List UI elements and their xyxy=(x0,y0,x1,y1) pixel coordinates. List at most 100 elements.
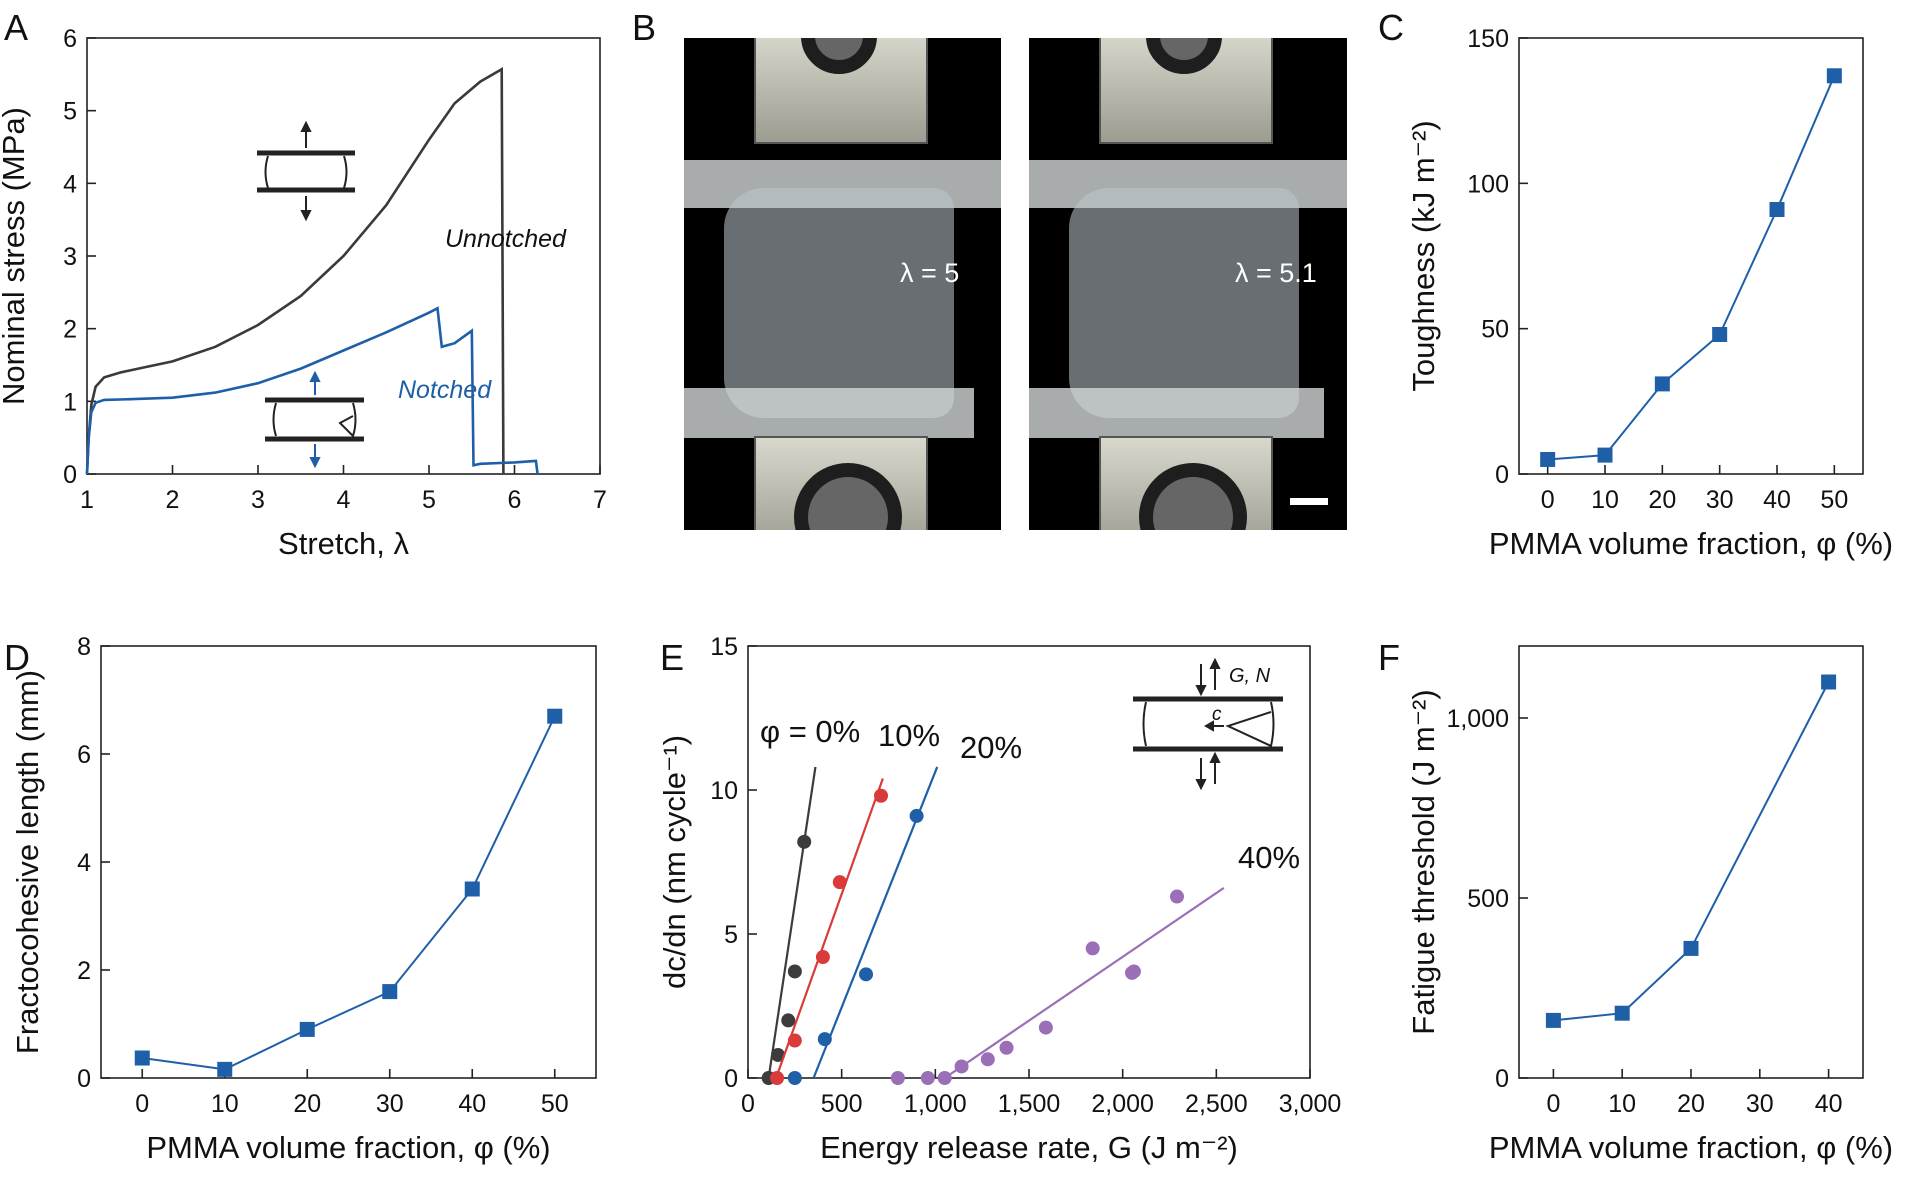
x-tick-label: 50 xyxy=(1820,486,1848,514)
inset-label-c: c xyxy=(1212,704,1222,725)
chart-e-crack-growth: 0 500 1,000 1,500 2,000 2,500 3,000 0 5 10 15 Energ… xyxy=(657,633,1341,1165)
data-point xyxy=(980,1052,995,1067)
x-tick-label: 10 xyxy=(1608,1090,1636,1118)
y-axis-label: dc/dn (nm cycle⁻¹) xyxy=(657,735,692,989)
x-tick-label: 5 xyxy=(422,486,436,514)
y-tick-label: 500 xyxy=(1467,885,1509,913)
data-point-marker xyxy=(1545,1012,1561,1028)
data-point-marker xyxy=(1654,376,1670,392)
chart-d-fractocohesive-length: 0 10 20 30 40 50 0 2 4 6 8 PMMA volume fraction, φ … xyxy=(10,633,597,1165)
series-line xyxy=(1547,75,1836,461)
data-point xyxy=(920,1071,935,1085)
fatigue-specimen-icon xyxy=(1133,657,1283,791)
x-tick-label: 4 xyxy=(337,486,351,514)
y-tick-label: 150 xyxy=(1467,25,1509,53)
x-tick-label: 0 xyxy=(1546,1090,1560,1118)
data-point xyxy=(890,1071,905,1085)
inset-label-g-n: G, N xyxy=(1229,665,1271,687)
x-tick-label: 1,500 xyxy=(998,1090,1061,1118)
x-tick-label: 0 xyxy=(135,1090,149,1118)
x-tick-label: 20 xyxy=(1677,1090,1705,1118)
data-point-marker xyxy=(1614,1005,1630,1021)
panel-letter-b: B xyxy=(632,7,656,48)
x-tick-label: 40 xyxy=(458,1090,486,1118)
y-tick-label: 10 xyxy=(710,777,738,805)
y-tick-label: 3 xyxy=(63,243,77,271)
x-tick-label: 6 xyxy=(508,486,522,514)
data-point-marker xyxy=(1712,326,1728,342)
x-tick-label: 1 xyxy=(80,486,94,514)
data-point xyxy=(797,834,812,849)
series-label: 10% xyxy=(878,718,940,753)
x-tick-label: 0 xyxy=(741,1090,755,1118)
y-tick-label: 15 xyxy=(710,633,738,661)
y-tick-label: 0 xyxy=(63,461,77,489)
x-tick-label: 50 xyxy=(541,1090,569,1118)
x-tick-label: 30 xyxy=(1746,1090,1774,1118)
x-tick-label: 500 xyxy=(821,1090,863,1118)
x-axis-label: PMMA volume fraction, φ (%) xyxy=(1489,1130,1893,1165)
x-axis-label: PMMA volume fraction, φ (%) xyxy=(146,1130,550,1165)
y-tick-label: 100 xyxy=(1467,170,1509,198)
plot-frame xyxy=(100,645,597,1079)
data-point xyxy=(909,808,924,823)
panel-letter-a: A xyxy=(4,7,28,48)
notched-specimen-icon xyxy=(265,370,364,469)
x-tick-label: 40 xyxy=(1815,1090,1843,1118)
y-tick-label: 1 xyxy=(63,388,77,416)
data-point-marker xyxy=(1540,451,1556,467)
data-point xyxy=(1085,941,1100,956)
data-point-marker xyxy=(1597,447,1613,463)
x-tick-label: 10 xyxy=(211,1090,239,1118)
data-point-marker xyxy=(134,1050,150,1066)
x-tick-label: 2,000 xyxy=(1091,1090,1154,1118)
x-tick-label: 20 xyxy=(1648,486,1676,514)
series-label: 20% xyxy=(960,730,1022,765)
annotation-unnotched: Unnotched xyxy=(445,225,567,253)
series-line xyxy=(1553,681,1830,1022)
x-tick-label: 2 xyxy=(166,486,180,514)
chart-c-toughness: 0 10 20 30 40 50 0 50 100 150 PMMA volume fraction… xyxy=(1406,25,1893,561)
x-tick-label: 30 xyxy=(1706,486,1734,514)
y-axis-label: Fractocohesive length (mm) xyxy=(10,670,45,1054)
y-tick-label: 0 xyxy=(77,1065,91,1093)
data-point xyxy=(787,1033,802,1048)
scale-bar xyxy=(1290,498,1328,505)
data-point xyxy=(781,1013,796,1028)
y-tick-label: 4 xyxy=(63,170,77,198)
data-point-marker xyxy=(217,1061,233,1077)
panel-letter-d: D xyxy=(4,637,30,678)
data-point xyxy=(832,875,847,890)
y-tick-label: 2 xyxy=(77,957,91,985)
plot-frame xyxy=(1518,645,1864,1079)
fit-line xyxy=(767,766,817,1079)
series-curve-notched xyxy=(85,306,539,475)
y-tick-label: 0 xyxy=(1495,1065,1509,1093)
y-tick-label: 4 xyxy=(77,849,91,877)
x-tick-label: 20 xyxy=(293,1090,321,1118)
x-axis-label: Stretch, λ xyxy=(278,526,409,561)
photo-stretch-5: λ = 5 xyxy=(684,38,1001,530)
y-tick-label: 0 xyxy=(1495,461,1509,489)
y-tick-label: 0 xyxy=(724,1065,738,1093)
x-tick-label: 3,000 xyxy=(1279,1090,1342,1118)
chart-f-fatigue-threshold: 0 10 20 30 40 0 500 1,000 PMMA volume fraction, … xyxy=(1406,645,1893,1165)
data-point xyxy=(787,964,802,979)
x-tick-label: 40 xyxy=(1763,486,1791,514)
plot-frame xyxy=(1518,37,1864,475)
x-tick-label: 1,000 xyxy=(904,1090,967,1118)
data-point xyxy=(1038,1020,1053,1035)
x-axis-label: Energy release rate, G (J m⁻²) xyxy=(820,1130,1238,1165)
y-tick-label: 1,000 xyxy=(1446,705,1509,733)
annotation-notched: Notched xyxy=(398,376,492,404)
x-tick-label: 0 xyxy=(1541,486,1555,514)
y-tick-label: 5 xyxy=(724,921,738,949)
unnotched-specimen-icon xyxy=(257,120,355,222)
y-tick-label: 50 xyxy=(1481,316,1509,344)
data-point xyxy=(1169,889,1184,904)
y-tick-label: 2 xyxy=(63,316,77,344)
data-point-marker xyxy=(547,708,563,724)
data-point xyxy=(1126,964,1141,979)
